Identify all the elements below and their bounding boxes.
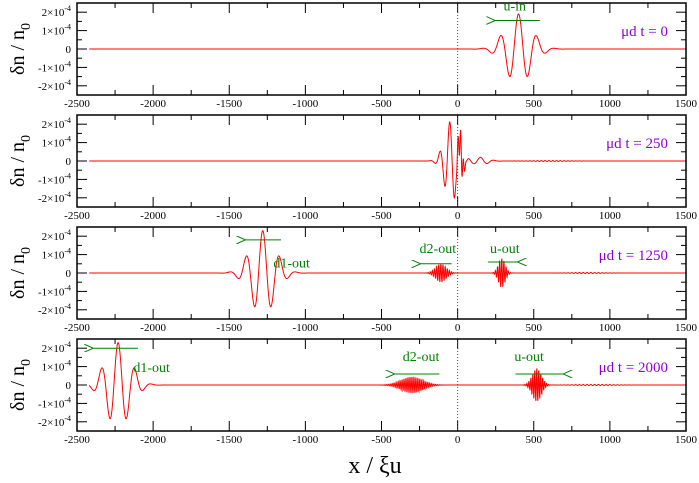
y-tick-label: 0 xyxy=(66,268,72,280)
x-tick-label: -1500 xyxy=(216,210,242,222)
x-tick-label: -2500 xyxy=(64,210,90,222)
y-tick-label: 0 xyxy=(66,156,72,168)
x-tick-label: 500 xyxy=(526,434,543,446)
x-tick-label: 0 xyxy=(455,322,461,334)
packet-label: u-in xyxy=(503,0,526,14)
plot-frame xyxy=(76,338,687,432)
y-tick-label: 2×10-4 xyxy=(42,228,71,243)
x-tick-label: 1000 xyxy=(599,322,622,334)
y-tick-label: -2×10-4 xyxy=(38,190,71,205)
y-tick-label: 1×10-4 xyxy=(42,135,71,150)
x-tick-label: -1500 xyxy=(216,98,242,110)
y-axis-label: δn / n0 xyxy=(7,247,34,299)
x-tick-label: -2000 xyxy=(140,210,166,222)
panel-1: -2500 -2000 -1500 -1000 -500 0 500 1000 1500 2×10… xyxy=(7,0,698,110)
packet-label: d1-out xyxy=(273,256,310,271)
y-axis-label: δn / n0 xyxy=(7,23,34,75)
packet-label: u-out xyxy=(490,242,520,257)
y-tick-label: 1×10-4 xyxy=(42,359,71,374)
x-tick-label: 1500 xyxy=(675,98,698,110)
y-tick-label: 2×10-4 xyxy=(42,4,71,19)
plot-frame xyxy=(76,114,687,208)
x-tick-label: 500 xyxy=(526,210,543,222)
x-tick-label: 1000 xyxy=(599,434,622,446)
y-tick-label: -2×10-4 xyxy=(38,414,71,429)
density-curve xyxy=(89,230,686,308)
time-label: μd t = 1250 xyxy=(599,248,668,264)
y-axis-label: δn / n0 xyxy=(7,135,34,187)
y-tick-label: 0 xyxy=(66,44,72,56)
y-tick-label: -2×10-4 xyxy=(38,78,71,93)
y-axis-label: δn / n0 xyxy=(7,359,34,411)
packet-label: d2-out xyxy=(420,242,457,257)
y-tick-label: 0 xyxy=(66,380,72,392)
time-label: μd t = 2000 xyxy=(599,360,668,376)
y-tick-label: -2×10-4 xyxy=(38,302,71,317)
x-tick-label: -500 xyxy=(371,98,392,110)
x-tick-label: 500 xyxy=(526,322,543,334)
x-tick-label: 1500 xyxy=(675,434,698,446)
x-tick-label: 1500 xyxy=(675,210,698,222)
x-tick-label: 1000 xyxy=(599,210,622,222)
density-curve xyxy=(89,13,686,78)
time-label: μd t = 0 xyxy=(621,24,668,40)
y-tick-label: -1×10-4 xyxy=(38,171,71,186)
density-curve xyxy=(89,120,686,199)
x-tick-label: -500 xyxy=(371,210,392,222)
density-curve xyxy=(88,342,686,420)
x-tick-label: 0 xyxy=(455,434,461,446)
x-tick-label: -2000 xyxy=(140,434,166,446)
x-tick-label: -1500 xyxy=(216,322,242,334)
x-tick-label: -2500 xyxy=(64,434,90,446)
packet-label: d2-out xyxy=(403,350,440,365)
x-tick-label: 1500 xyxy=(675,322,698,334)
panel-4: -2500 -2000 -1500 -1000 -500 0 500 1000 1500 2×10… xyxy=(7,338,698,446)
panel-3: -2500 -2000 -1500 -1000 -500 0 500 1000 1500 2×10… xyxy=(7,226,698,334)
time-label: μd t = 250 xyxy=(606,136,668,152)
y-tick-label: -1×10-4 xyxy=(38,395,71,410)
x-tick-label: -1000 xyxy=(293,322,319,334)
x-tick-label: -1000 xyxy=(293,434,319,446)
plot-frame xyxy=(76,226,687,320)
x-tick-label: -1000 xyxy=(293,210,319,222)
y-tick-label: 1×10-4 xyxy=(42,23,71,38)
panel-2: -2500 -2000 -1500 -1000 -500 0 500 1000 1500 2×10… xyxy=(7,114,698,222)
y-tick-label: 2×10-4 xyxy=(42,340,71,355)
x-tick-label: -1500 xyxy=(216,434,242,446)
packet-label: d1-out xyxy=(133,361,170,376)
x-tick-label: -500 xyxy=(371,322,392,334)
y-tick-label: 2×10-4 xyxy=(42,116,71,131)
y-tick-label: -1×10-4 xyxy=(38,59,71,74)
x-tick-label: 0 xyxy=(455,98,461,110)
x-tick-label: -1000 xyxy=(293,98,319,110)
x-tick-label: 0 xyxy=(455,210,461,222)
x-axis-label: x / ξu xyxy=(348,453,401,479)
packet-label: u-out xyxy=(514,350,544,365)
x-tick-label: -2000 xyxy=(140,98,166,110)
y-tick-label: 1×10-4 xyxy=(42,247,71,262)
y-tick-label: -1×10-4 xyxy=(38,283,71,298)
plot-frame xyxy=(76,2,687,96)
x-tick-label: -2500 xyxy=(64,98,90,110)
x-tick-label: -500 xyxy=(371,434,392,446)
x-tick-label: -2000 xyxy=(140,322,166,334)
x-tick-label: 1000 xyxy=(599,98,622,110)
x-tick-label: 500 xyxy=(526,98,543,110)
x-tick-label: -2500 xyxy=(64,322,90,334)
